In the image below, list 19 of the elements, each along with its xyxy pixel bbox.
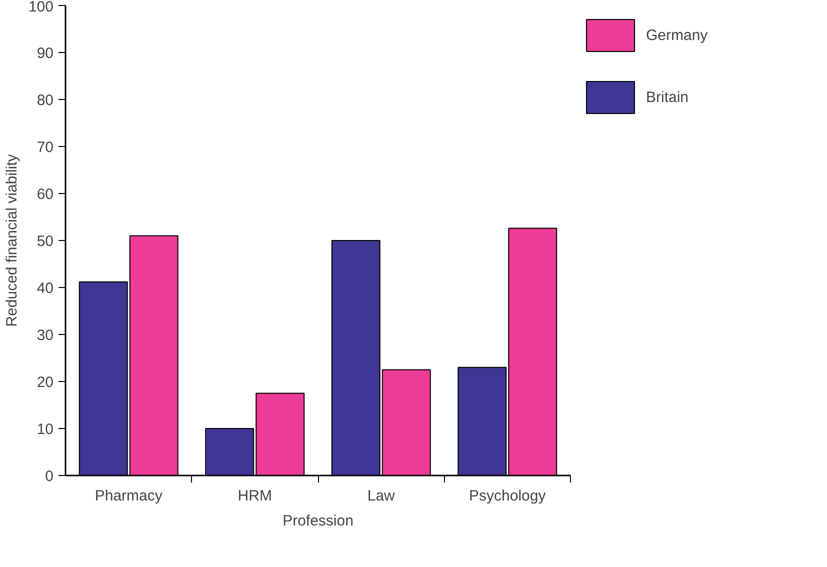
x-tick-label: Psychology [469,488,546,504]
y-tick-label: 50 [36,233,54,250]
y-tick-label: 20 [36,374,54,391]
y-tick-label: 10 [36,421,54,438]
y-axis-title: Reduced financial viability [3,154,20,327]
x-tick-label: Law [367,488,396,504]
y-tick-label: 70 [36,139,54,156]
y-tick-label: 60 [36,186,54,203]
y-tick-label: 90 [36,45,54,62]
x-axis-title: Profession [282,512,354,530]
y-tick-label: 80 [36,92,54,109]
y-tick-label: 30 [36,327,54,344]
legend-label: Britain [646,88,689,106]
y-tick-label: 100 [28,0,54,16]
legend-label: Germany [646,26,708,44]
x-tick-label: Pharmacy [94,488,163,504]
y-tick-label: 40 [36,280,54,297]
y-tick-label: 0 [45,468,54,485]
x-tick-label: HRM [238,488,272,504]
